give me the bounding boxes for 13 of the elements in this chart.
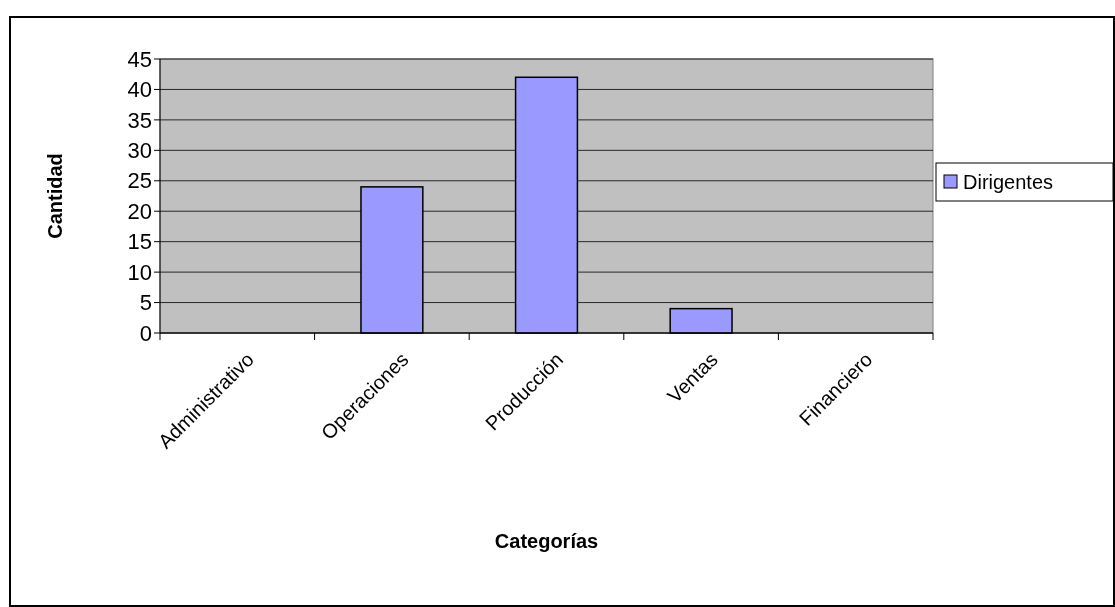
legend-label: Dirigentes xyxy=(963,171,1054,193)
y-tick-label: 0 xyxy=(139,320,152,346)
y-tick-label: 10 xyxy=(127,259,152,285)
y-tick-label: 15 xyxy=(127,229,152,255)
y-tick-label: 40 xyxy=(127,77,152,103)
y-tick-label: 30 xyxy=(127,138,152,164)
x-axis-title: Categorías xyxy=(494,530,599,552)
y-tick-label: 35 xyxy=(127,107,152,133)
y-tick-label: 20 xyxy=(127,198,152,224)
y-axis-title: Cantidad xyxy=(44,153,66,239)
y-tick-label: 25 xyxy=(127,168,152,194)
y-tick-label: 5 xyxy=(139,290,152,316)
y-tick-label: 45 xyxy=(127,46,152,72)
